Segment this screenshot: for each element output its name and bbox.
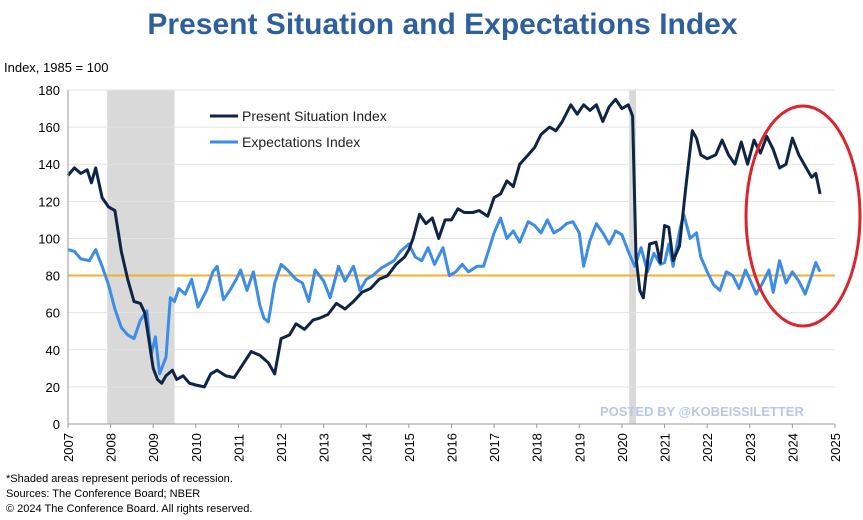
x-tick-label-2010: 2010	[189, 433, 204, 462]
chart-canvas: 0 20 40 60 80 100 120 140 160 180 2007 2008 2009 201…	[38, 83, 862, 462]
x-tick-label-2019: 2019	[572, 433, 587, 462]
x-tick-label-2009: 2009	[146, 433, 161, 462]
y-axis-label: Index, 1985 = 100	[4, 60, 109, 75]
footnote-sources: Sources: The Conference Board; NBER	[6, 488, 201, 500]
x-tick-label-2018: 2018	[530, 433, 545, 462]
x-tick-labels: 2007 2008 2009 2010 2011 2012 2013 2014 2015 2016…	[61, 424, 843, 462]
x-tick-label-2022: 2022	[700, 433, 715, 462]
x-tick-label-2017: 2017	[487, 433, 502, 462]
x-tick-label-2007: 2007	[61, 433, 76, 462]
series-lines	[66, 97, 822, 389]
x-tick-label-2011: 2011	[231, 434, 246, 462]
y-tick-label-40: 40	[46, 343, 60, 358]
series-line-1	[67, 212, 822, 376]
recession-band-1	[629, 90, 637, 424]
y-tick-label-100: 100	[38, 231, 60, 246]
x-tick-label-2025: 2025	[828, 433, 843, 462]
x-tick-label-2012: 2012	[274, 433, 289, 462]
recession-band-0	[107, 90, 175, 424]
watermark-text: POSTED BY @KOBEISSILETTER	[600, 404, 804, 419]
recession-shading	[107, 90, 637, 424]
chart-title: Present Situation and Expectations Index	[147, 8, 738, 41]
y-tick-label-140: 140	[38, 157, 60, 172]
series-line-0	[66, 97, 822, 389]
x-tick-label-2016: 2016	[445, 433, 460, 462]
x-tick-label-2014: 2014	[359, 433, 374, 462]
x-tick-label-2013: 2013	[317, 433, 332, 462]
footnote-recession: *Shaded areas represent periods of reces…	[6, 473, 233, 485]
y-tick-label-0: 0	[53, 417, 60, 432]
legend-label-1: Expectations Index	[242, 134, 360, 150]
footnote-copyright: © 2024 The Conference Board. All rights …	[6, 503, 253, 515]
y-tick-labels: 0 20 40 60 80 100 120 140 160 180	[38, 83, 60, 432]
legend-label-0: Present Situation Index	[242, 108, 387, 124]
y-tick-label-180: 180	[38, 83, 60, 98]
x-tick-label-2023: 2023	[743, 433, 758, 462]
x-tick-label-2024: 2024	[785, 433, 800, 462]
y-tick-label-20: 20	[46, 380, 60, 395]
x-tick-label-2015: 2015	[402, 433, 417, 462]
y-tick-label-60: 60	[46, 306, 60, 321]
gridlines	[68, 89, 835, 388]
y-tick-label-120: 120	[38, 194, 60, 209]
highlight-ellipse	[744, 104, 862, 328]
x-tick-label-2021: 2021	[658, 433, 673, 462]
axes	[67, 90, 835, 425]
x-tick-label-2020: 2020	[615, 433, 630, 462]
x-tick-label-2008: 2008	[104, 433, 119, 462]
footnotes: *Shaded areas represent periods of reces…	[6, 472, 252, 517]
y-tick-label-160: 160	[38, 120, 60, 135]
legend: Present Situation Index Expectations Inde…	[210, 108, 387, 150]
y-tick-label-80: 80	[46, 269, 60, 284]
